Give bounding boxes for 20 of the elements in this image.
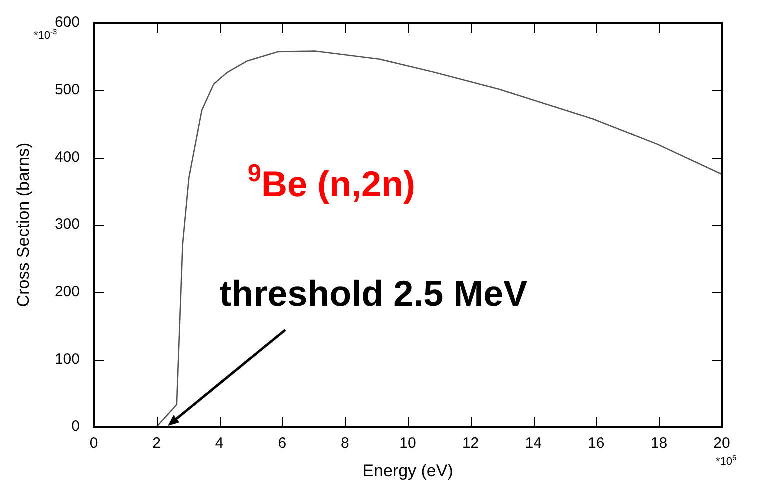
y-tick-label: 200 bbox=[54, 283, 80, 300]
x-tick-label: 18 bbox=[650, 435, 668, 452]
annotation: threshold 2.5 MeV bbox=[220, 272, 528, 314]
y-tick-label: 300 bbox=[54, 216, 80, 234]
x-tick-label: 20 bbox=[714, 435, 730, 452]
y-axis-title: Cross Section (barns) bbox=[14, 142, 33, 308]
x-tick-label: 0 bbox=[90, 435, 98, 452]
x-tick-label: 4 bbox=[215, 435, 224, 452]
x-tick-label: 8 bbox=[341, 435, 350, 452]
x-tick-label: 2 bbox=[152, 435, 161, 452]
y-tick-label: 100 bbox=[54, 350, 80, 368]
x-axis-title: Energy (eV) bbox=[362, 461, 454, 480]
x-tick-label: 6 bbox=[278, 435, 287, 452]
x-tick-label: 16 bbox=[588, 435, 605, 452]
x-tick-label: 14 bbox=[525, 435, 542, 452]
y-tick-label: 400 bbox=[54, 148, 80, 166]
x-tick-label: 10 bbox=[400, 435, 416, 452]
y-tick-label: 500 bbox=[54, 81, 80, 98]
x-tick-label: 12 bbox=[462, 435, 480, 452]
y-tick-label: 0 bbox=[72, 418, 80, 436]
